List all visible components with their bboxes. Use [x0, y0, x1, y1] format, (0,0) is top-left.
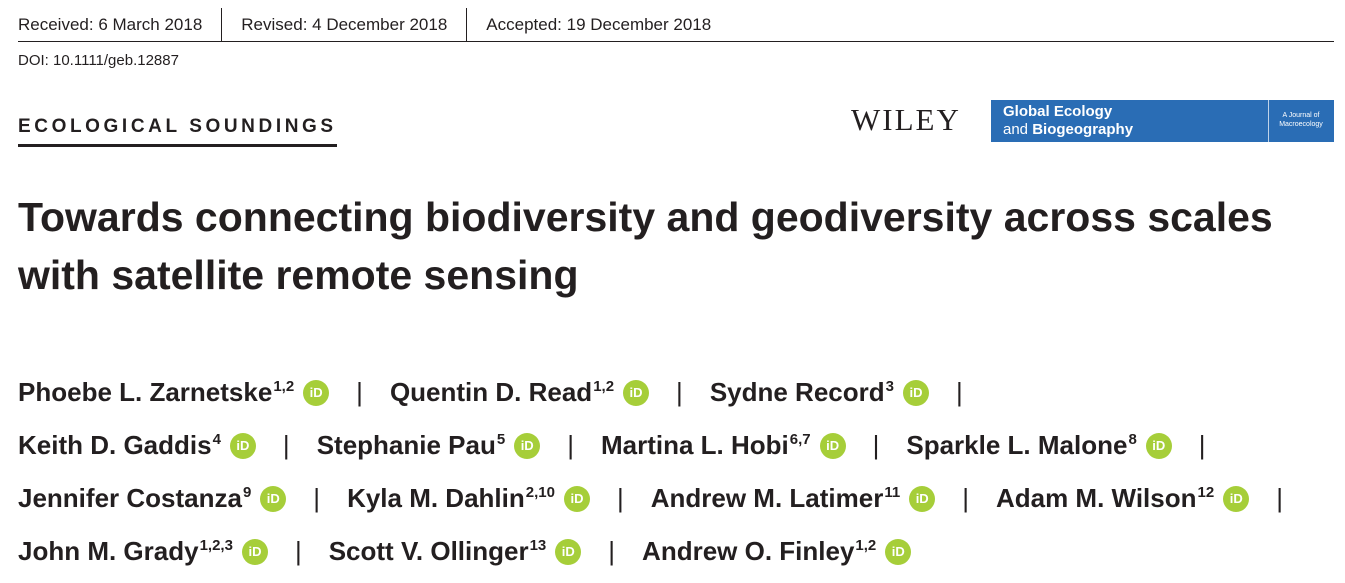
orcid-icon[interactable]: iD — [555, 539, 582, 565]
orcid-icon[interactable]: iD — [260, 486, 287, 512]
author-name: Stephanie Pau — [316, 430, 496, 460]
author-separator: | — [962, 483, 969, 513]
author[interactable]: Sparkle L. Malone8 iD — [906, 413, 1172, 472]
author-line: Phoebe L. Zarnetske1,2 iD | Quentin D. Read… — [18, 360, 1338, 413]
orcid-icon[interactable]: iD — [885, 539, 912, 565]
orcid-icon[interactable]: iD — [623, 380, 650, 406]
author-affiliation: 2,10 — [525, 484, 555, 501]
author-name: Keith D. Gaddis — [18, 430, 212, 460]
article-title: Towards connecting biodiversity and geod… — [18, 194, 1273, 298]
author-affiliation: 13 — [529, 537, 547, 554]
author-separator: | — [608, 536, 616, 566]
author-separator: | — [282, 430, 290, 460]
journal-name: Global Ecology and Biogeography — [1003, 103, 1133, 139]
author-separator: | — [616, 483, 624, 513]
author-separator: | — [1198, 430, 1206, 460]
orcid-icon[interactable]: iD — [909, 486, 936, 512]
author-name: Sydne Record — [709, 377, 885, 407]
author-separator: | — [872, 430, 880, 460]
divider — [221, 8, 223, 41]
author-separator: | — [356, 377, 363, 407]
divider — [466, 8, 468, 41]
orcid-icon[interactable]: iD — [241, 539, 268, 565]
orcid-icon[interactable]: iD — [902, 380, 929, 406]
author-affiliation: 12 — [1197, 484, 1215, 501]
author-separator: | — [676, 377, 683, 407]
author-line: Jennifer Costanza9 iD | Kyla M. Dahlin2,10 i… — [18, 466, 1338, 519]
author[interactable]: Scott V. Ollinger13 iD — [329, 519, 582, 578]
author-name: Kyla M. Dahlin — [347, 483, 525, 513]
section-label: ECOLOGICAL SOUNDINGS — [18, 116, 337, 147]
author-separator: | — [1276, 483, 1283, 513]
author-separator: | — [313, 483, 321, 513]
article-history: Received: 6 March 2018 Revised: 4 Decemb… — [18, 8, 1334, 42]
author-line: John M. Grady1,2,3 iD | Scott V. Ollinger13… — [18, 519, 1338, 572]
author-name: Sparkle L. Malone — [906, 430, 1128, 460]
author[interactable]: Jennifer Costanza9 iD — [18, 466, 287, 525]
author-affiliation: 5 — [496, 431, 506, 448]
author-separator: | — [567, 430, 574, 460]
author-name: John M. Grady — [18, 536, 199, 566]
journal-divider — [1268, 100, 1269, 142]
author[interactable]: Stephanie Pau5 iD — [317, 413, 541, 472]
revised-date: Revised: 4 December 2018 — [241, 15, 448, 34]
journal-name-line2: and Biogeography — [1003, 121, 1133, 139]
doi[interactable]: DOI: 10.1111/geb.12887 — [18, 52, 179, 69]
author[interactable]: Sydne Record3 iD — [710, 360, 929, 419]
author-name: Andrew O. Finley — [642, 536, 855, 566]
author[interactable]: Martina L. Hobi6,7 iD — [601, 413, 846, 472]
orcid-icon[interactable]: iD — [229, 433, 256, 459]
author-separator: | — [294, 536, 302, 566]
author-affiliation: 9 — [242, 484, 252, 501]
accepted-date: Accepted: 19 December 2018 — [486, 15, 712, 34]
author[interactable]: Kyla M. Dahlin2,10 iD — [347, 466, 590, 525]
author-list: Phoebe L. Zarnetske1,2 iD | Quentin D. Read… — [18, 360, 1338, 572]
author-name: Quentin D. Read — [389, 377, 593, 407]
author[interactable]: Andrew M. Latimer11 iD — [650, 466, 936, 525]
orcid-icon[interactable]: iD — [1145, 433, 1172, 459]
author[interactable]: Phoebe L. Zarnetske1,2 iD — [18, 360, 330, 419]
author-affiliation: 1,2 — [593, 378, 615, 395]
author-name: Phoebe L. Zarnetske — [18, 377, 273, 407]
author[interactable]: Andrew O. Finley1,2 iD — [642, 519, 912, 578]
author-name: Martina L. Hobi — [600, 430, 789, 460]
author-name: Scott V. Ollinger — [328, 536, 529, 566]
author-separator: | — [955, 377, 963, 407]
author-affiliation: 1,2 — [855, 537, 877, 554]
journal-subtitle: A Journal of Macroecology — [1279, 112, 1323, 128]
author-affiliation: 1,2,3 — [199, 537, 233, 554]
author[interactable]: John M. Grady1,2,3 iD — [18, 519, 268, 578]
journal-name-line2-bold: Biogeography — [1032, 121, 1134, 138]
author-name: Andrew M. Latimer — [650, 483, 884, 513]
orcid-icon[interactable]: iD — [1223, 486, 1250, 512]
journal-name-line2-prefix: and — [1003, 121, 1033, 138]
author-name: Jennifer Costanza — [18, 483, 242, 513]
publisher-logo[interactable]: WILEY — [851, 102, 961, 137]
orcid-icon[interactable]: iD — [563, 486, 590, 512]
author[interactable]: Keith D. Gaddis4 iD — [18, 413, 256, 472]
author-affiliation: 11 — [884, 484, 901, 501]
author-affiliation: 3 — [885, 378, 894, 395]
author-name: Adam M. Wilson — [995, 483, 1197, 513]
orcid-icon[interactable]: iD — [819, 433, 846, 459]
author-line: Keith D. Gaddis4 iD | Stephanie Pau5 iD | Mart… — [18, 413, 1338, 466]
author-affiliation: 6,7 — [789, 431, 811, 448]
journal-name-line1: Global Ecology — [1003, 103, 1113, 120]
author[interactable]: Quentin D. Read1,2 iD — [389, 360, 650, 419]
author-affiliation: 1,2 — [273, 378, 295, 395]
journal-banner[interactable]: Global Ecology and Biogeography A Journa… — [991, 100, 1334, 142]
author[interactable]: Adam M. Wilson12 iD — [995, 466, 1250, 525]
orcid-icon[interactable]: iD — [514, 433, 541, 459]
received-date: Received: 6 March 2018 — [18, 15, 203, 34]
author-affiliation: 4 — [212, 431, 221, 448]
author-affiliation: 8 — [1128, 431, 1137, 448]
orcid-icon[interactable]: iD — [303, 380, 330, 406]
